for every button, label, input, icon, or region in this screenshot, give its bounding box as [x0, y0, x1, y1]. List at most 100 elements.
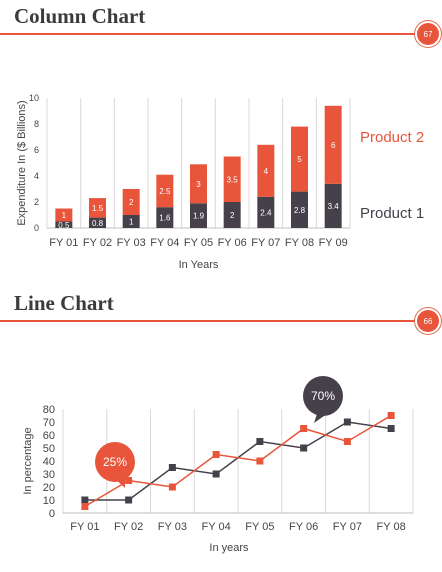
data-point — [168, 464, 176, 471]
callout-label: 25% — [103, 455, 127, 469]
data-point — [256, 457, 264, 465]
bar-product-2 — [89, 198, 106, 218]
data-point — [81, 496, 89, 504]
x-tick-label: FY 08 — [377, 521, 406, 533]
bar-product-2 — [291, 126, 308, 192]
data-label: 3 — [196, 180, 201, 189]
x-tick-label: FY 07 — [333, 521, 362, 533]
y-tick-label: 4 — [34, 171, 39, 181]
y-tick-label: 10 — [29, 93, 39, 103]
bar-product-2 — [122, 189, 140, 215]
bar-product-1 — [257, 196, 275, 228]
data-point — [343, 438, 351, 445]
callout-label: 70% — [311, 389, 335, 403]
title-underline — [0, 33, 418, 35]
data-point — [212, 470, 220, 478]
data-label: 2 — [129, 198, 134, 207]
legend-product-2: Product 2 — [360, 129, 424, 146]
y-tick-label: 10 — [43, 495, 55, 507]
y-tick-label: 20 — [43, 482, 55, 494]
page-number-badge-2: 66 — [417, 310, 439, 332]
bar-product-1 — [324, 183, 342, 228]
y-tick-label: 30 — [43, 469, 55, 481]
data-label: 3.4 — [328, 202, 340, 211]
x-tick-label: FY 04 — [202, 521, 231, 533]
data-label: 3.5 — [227, 175, 239, 184]
x-tick-label: FY 05 — [245, 521, 274, 533]
data-point — [81, 503, 89, 510]
x-tick-label: FY 01 — [70, 521, 99, 533]
series-line-2 — [84, 414, 392, 508]
data-point — [387, 425, 395, 432]
bar-product-1 — [190, 203, 207, 228]
x-tick-label: FY 06 — [218, 237, 247, 249]
data-label: 0.8 — [92, 219, 104, 228]
x-tick-label: FY 07 — [251, 237, 280, 249]
x-tick-label: FY 03 — [117, 237, 146, 249]
bar-product-2 — [257, 144, 275, 197]
data-point — [343, 418, 351, 426]
page-number-badge: 67 — [417, 23, 439, 45]
column-chart-title: Column Chart — [14, 4, 146, 28]
data-point — [125, 477, 133, 484]
x-tick-label: FY 08 — [285, 237, 314, 249]
x-tick-label: FY 04 — [150, 237, 179, 249]
x-tick-label: FY 06 — [289, 521, 318, 533]
y-tick-label: 60 — [43, 430, 55, 442]
data-point — [125, 496, 133, 504]
x-tick-label: FY 02 — [83, 237, 112, 249]
data-point — [256, 438, 264, 445]
legend-product-1: Product 1 — [360, 205, 424, 222]
data-point — [387, 412, 395, 419]
x-axis-label: In years — [209, 542, 249, 554]
data-label: 1 — [62, 211, 67, 220]
bar-product-1 — [89, 217, 106, 228]
bar-product-1 — [223, 202, 241, 228]
y-tick-label: 0 — [34, 223, 39, 233]
y-axis-label: In percentage — [22, 427, 34, 494]
data-label: 5 — [297, 155, 302, 164]
y-tick-label: 70 — [43, 417, 55, 429]
bar-product-2 — [156, 174, 174, 208]
y-tick-label: 2 — [34, 197, 39, 207]
x-tick-label: FY 02 — [114, 521, 143, 533]
bar-product-2 — [223, 156, 241, 202]
data-point — [300, 425, 308, 432]
data-label: 2.8 — [294, 206, 306, 215]
data-label: 1.6 — [159, 214, 171, 223]
bar-product-1 — [156, 207, 174, 228]
callout-bubble — [95, 442, 135, 482]
bar-product-2 — [55, 208, 73, 222]
data-label: 1.9 — [193, 212, 205, 221]
bar-product-2 — [324, 105, 342, 184]
y-tick-label: 80 — [43, 404, 55, 416]
y-axis-label: Expenditure In ($ Billions) — [16, 100, 28, 225]
data-point — [212, 451, 220, 458]
bar-product-1 — [122, 215, 140, 228]
y-tick-label: 50 — [43, 443, 55, 455]
line-chart-title: Line Chart — [14, 291, 114, 315]
x-tick-label: FY 01 — [49, 237, 78, 249]
x-axis-label: In Years — [179, 259, 219, 271]
callout-bubble — [303, 376, 343, 416]
data-label: 1 — [129, 218, 134, 227]
data-point — [168, 483, 176, 491]
title-underline-2 — [0, 320, 418, 322]
data-label: 2 — [230, 211, 235, 220]
data-point — [300, 444, 308, 452]
y-tick-label: 0 — [49, 508, 55, 520]
data-label: 2.4 — [260, 208, 272, 217]
bar-product-1 — [291, 191, 308, 228]
data-label: 1.5 — [92, 204, 104, 213]
y-tick-label: 6 — [34, 145, 39, 155]
data-label: 2.5 — [159, 187, 171, 196]
x-tick-label: FY 05 — [184, 237, 213, 249]
data-label: 0.5 — [58, 221, 70, 230]
x-tick-label: FY 09 — [319, 237, 348, 249]
data-label: 6 — [331, 141, 336, 150]
y-tick-label: 8 — [34, 119, 39, 129]
x-tick-label: FY 03 — [158, 521, 187, 533]
data-label: 4 — [264, 167, 269, 176]
